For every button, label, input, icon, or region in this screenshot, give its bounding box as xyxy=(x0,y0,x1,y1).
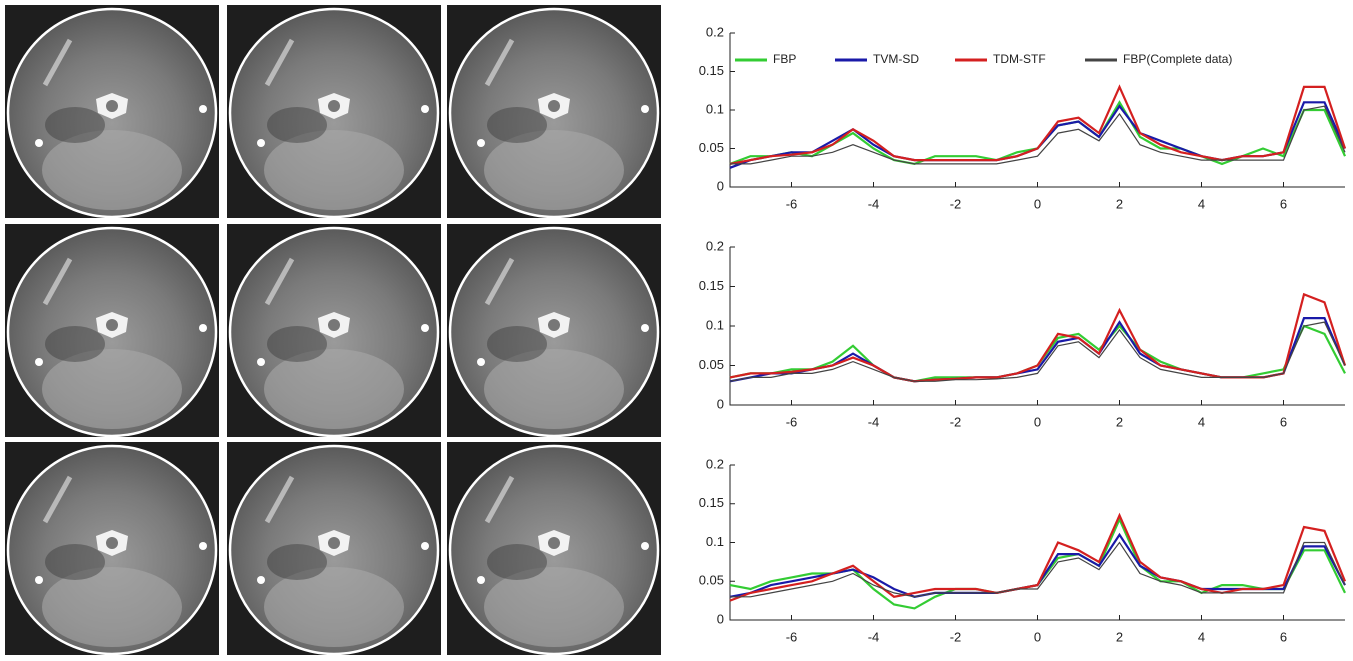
series-line xyxy=(729,84,1347,165)
y-tick-label: 0 xyxy=(717,396,724,411)
series-line xyxy=(729,516,1346,610)
series-line xyxy=(730,105,1346,165)
x-tick-label: -4 xyxy=(868,629,880,644)
x-tick-label: 6 xyxy=(1280,414,1287,429)
y-tick-label: 0 xyxy=(717,611,724,626)
y-tick-label: 0.2 xyxy=(706,238,724,253)
ct-image xyxy=(5,224,219,437)
line-chart: 0 0.05 0.1 0.15 0.2 -6 -4 -2 0 2 4 6 FBP TVM-SD TDM-ST… xyxy=(699,24,1347,211)
y-tick-label: 0.05 xyxy=(699,573,724,588)
legend-label: FBP(Complete data) xyxy=(1123,52,1232,66)
x-tick-label: 0 xyxy=(1034,196,1041,211)
ct-image xyxy=(5,5,219,218)
x-tick-label: -6 xyxy=(786,629,798,644)
ct-image xyxy=(5,442,219,655)
series-line xyxy=(729,101,1347,169)
series-line xyxy=(729,512,1347,602)
x-tick-label: -2 xyxy=(950,629,962,644)
x-tick-label: 4 xyxy=(1198,196,1205,211)
y-tick-label: 0.1 xyxy=(706,317,724,332)
axis xyxy=(729,247,1345,406)
axis xyxy=(729,465,1345,621)
y-tick-label: 0.05 xyxy=(699,357,724,372)
line-chart: 0 0.05 0.1 0.15 0.2 -6 -4 -2 0 2 4 6 xyxy=(699,238,1347,429)
y-tick-label: 0 xyxy=(717,178,724,193)
y-tick-label: 0.15 xyxy=(699,495,724,510)
legend-label: FBP xyxy=(773,52,796,66)
y-tick-label: 0.2 xyxy=(706,456,724,471)
x-tick-label: 6 xyxy=(1280,629,1287,644)
line-chart: 0 0.05 0.1 0.15 0.2 -6 -4 -2 0 2 4 6 xyxy=(699,456,1347,644)
legend: FBP TVM-SD TDM-STF FBP(Complete data) xyxy=(735,52,1232,66)
ct-images xyxy=(5,5,661,655)
x-tick-label: 4 xyxy=(1198,629,1205,644)
y-tick-label: 0.1 xyxy=(706,534,724,549)
ct-image xyxy=(447,5,661,218)
y-tick-label: 0.15 xyxy=(699,63,724,78)
ct-image xyxy=(227,442,441,655)
x-tick-label: 4 xyxy=(1198,414,1205,429)
x-tick-label: 2 xyxy=(1116,414,1123,429)
y-tick-label: 0.05 xyxy=(699,140,724,155)
x-tick-label: -4 xyxy=(868,414,880,429)
ct-image xyxy=(227,224,441,437)
x-tick-label: 6 xyxy=(1280,196,1287,211)
y-tick-label: 0.2 xyxy=(706,24,724,39)
x-tick-label: -4 xyxy=(868,196,880,211)
x-tick-label: -2 xyxy=(950,196,962,211)
ct-image xyxy=(227,5,441,218)
series-line xyxy=(730,541,1346,598)
series-line xyxy=(729,321,1346,382)
ct-image xyxy=(447,442,661,655)
ct-image xyxy=(447,224,661,437)
x-tick-label: 2 xyxy=(1116,196,1123,211)
x-tick-label: -2 xyxy=(950,414,962,429)
x-tick-label: -6 xyxy=(786,196,798,211)
y-tick-label: 0.1 xyxy=(706,101,724,116)
x-tick-label: -6 xyxy=(786,414,798,429)
x-tick-label: 2 xyxy=(1116,629,1123,644)
legend-label: TVM-SD xyxy=(873,52,919,66)
x-tick-label: 0 xyxy=(1034,414,1041,429)
legend-label: TDM-STF xyxy=(993,52,1046,66)
x-tick-label: 0 xyxy=(1034,629,1041,644)
y-tick-label: 0.15 xyxy=(699,278,724,293)
